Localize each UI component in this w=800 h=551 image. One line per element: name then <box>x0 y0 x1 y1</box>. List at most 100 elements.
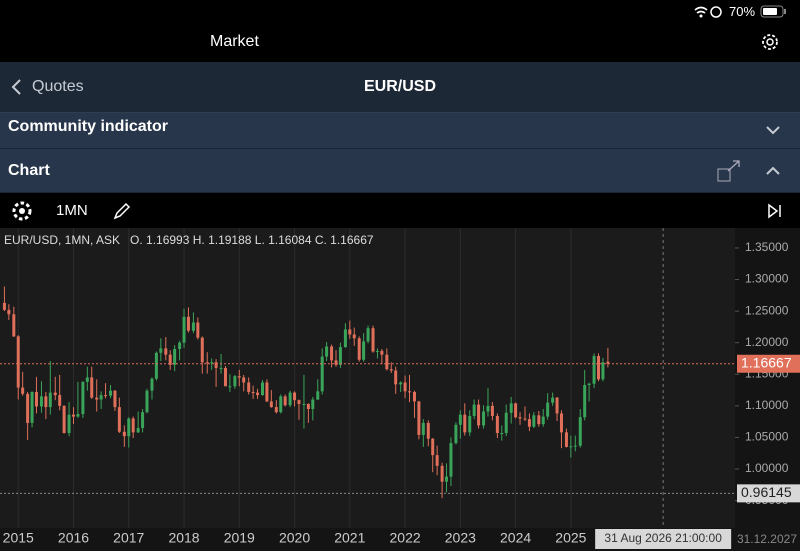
candle-body <box>495 415 499 434</box>
candle-body <box>288 392 292 406</box>
candle-body <box>53 392 57 396</box>
candle-body <box>431 438 435 456</box>
candle-body <box>389 369 393 371</box>
candle-body <box>186 316 190 331</box>
header-title: Market <box>210 33 259 50</box>
candle-body <box>426 422 430 439</box>
candle-body <box>449 443 453 477</box>
candle-body <box>2 302 6 310</box>
candle-body <box>375 350 379 352</box>
candle-body <box>12 314 16 337</box>
candle-body <box>486 405 490 412</box>
crosshair-y-label: 0.96145 <box>741 484 792 500</box>
candle-body <box>468 415 472 433</box>
draw-tool[interactable] <box>112 201 132 221</box>
candle-body <box>104 395 108 397</box>
candle-body <box>214 362 218 368</box>
candle-body <box>67 414 71 434</box>
nav-title: EUR/USD <box>363 78 436 95</box>
x-tick-label: 2025 <box>555 530 586 546</box>
x-tick-label: 2015 <box>3 530 34 546</box>
candle-body <box>477 404 481 426</box>
candle-body <box>541 416 545 425</box>
candle-body <box>546 402 550 417</box>
x-tick-label: 2020 <box>279 530 310 546</box>
candle-body <box>311 399 315 410</box>
candle-body <box>237 376 241 378</box>
candle-body <box>127 418 131 437</box>
nav-bar: Quotes EUR/USD <box>0 62 800 113</box>
y-tick-label: 1.05000 <box>745 430 789 444</box>
candle-body <box>76 414 80 417</box>
community-section[interactable]: Community indicator <box>0 113 800 149</box>
candle-body <box>394 370 398 385</box>
candle-body <box>99 395 103 400</box>
candle-body <box>159 348 163 353</box>
candle-body <box>223 367 227 387</box>
candle-body <box>168 354 172 365</box>
y-tick-label: 1.20000 <box>745 335 789 349</box>
candle-body <box>352 334 356 339</box>
y-tick-label: 1.35000 <box>745 240 789 254</box>
candle-body <box>366 328 370 342</box>
x-tick-label: 2022 <box>390 530 421 546</box>
candle-body <box>320 356 324 392</box>
candle-body <box>200 337 204 363</box>
candle-body <box>21 387 25 394</box>
period-button[interactable]: 1MN <box>56 202 88 219</box>
x-tick-label: 2016 <box>58 530 89 546</box>
candle-body <box>228 386 232 388</box>
candle-body <box>463 414 467 433</box>
candle-body <box>385 354 389 370</box>
y-tick-label: 1.10000 <box>745 398 789 412</box>
y-tick-label: 1.25000 <box>745 303 789 317</box>
back-chevron <box>11 79 21 95</box>
candle-body <box>247 382 251 392</box>
candle-body <box>131 418 135 433</box>
back-button[interactable]: Quotes <box>8 78 84 96</box>
y-tick-label: 1.30000 <box>745 272 789 286</box>
candle-body <box>445 476 449 482</box>
settings-button[interactable] <box>758 30 782 54</box>
candle-body <box>306 403 310 410</box>
candle-body <box>371 328 375 352</box>
last-price-label: 1.16667 <box>741 354 792 370</box>
last-price-tag <box>737 354 800 373</box>
candle-body <box>578 417 582 446</box>
candle-body <box>251 391 255 393</box>
candle-body <box>597 355 600 380</box>
candle-body <box>334 360 338 365</box>
plot-area <box>0 228 735 528</box>
candle-body <box>606 361 610 364</box>
chart-section[interactable]: Chart <box>0 149 800 193</box>
app-header: Market <box>0 22 800 62</box>
candle-body <box>265 382 269 402</box>
candle-body <box>39 396 43 407</box>
candle-body <box>293 392 297 401</box>
candle-body <box>518 417 522 419</box>
candle-body <box>283 396 287 406</box>
candle-body <box>109 390 113 396</box>
candle-body <box>233 376 237 387</box>
candle-body <box>458 414 462 425</box>
status-bar: 70% <box>0 0 800 22</box>
candle-body <box>454 424 458 444</box>
candle-body <box>173 349 177 365</box>
candle-body <box>537 415 541 425</box>
candle-body <box>399 382 403 385</box>
fullscreen-button[interactable] <box>716 159 742 183</box>
jump-end[interactable] <box>766 203 784 219</box>
candle-body <box>205 362 209 364</box>
chart-info: EUR/USD, 1MN, ASK O. 1.16993 H. 1.19188 … <box>4 233 374 247</box>
chart-settings[interactable] <box>10 199 34 223</box>
collapse-chevron <box>766 166 780 175</box>
candle-body <box>573 445 577 447</box>
y-tick-label: 1.00000 <box>745 461 789 475</box>
candle-body <box>325 346 329 357</box>
candle-body <box>279 396 283 413</box>
x-tick-label: 2023 <box>445 530 476 546</box>
candle-body <box>527 419 531 427</box>
candle-body <box>343 329 347 348</box>
candle-body <box>523 418 527 420</box>
